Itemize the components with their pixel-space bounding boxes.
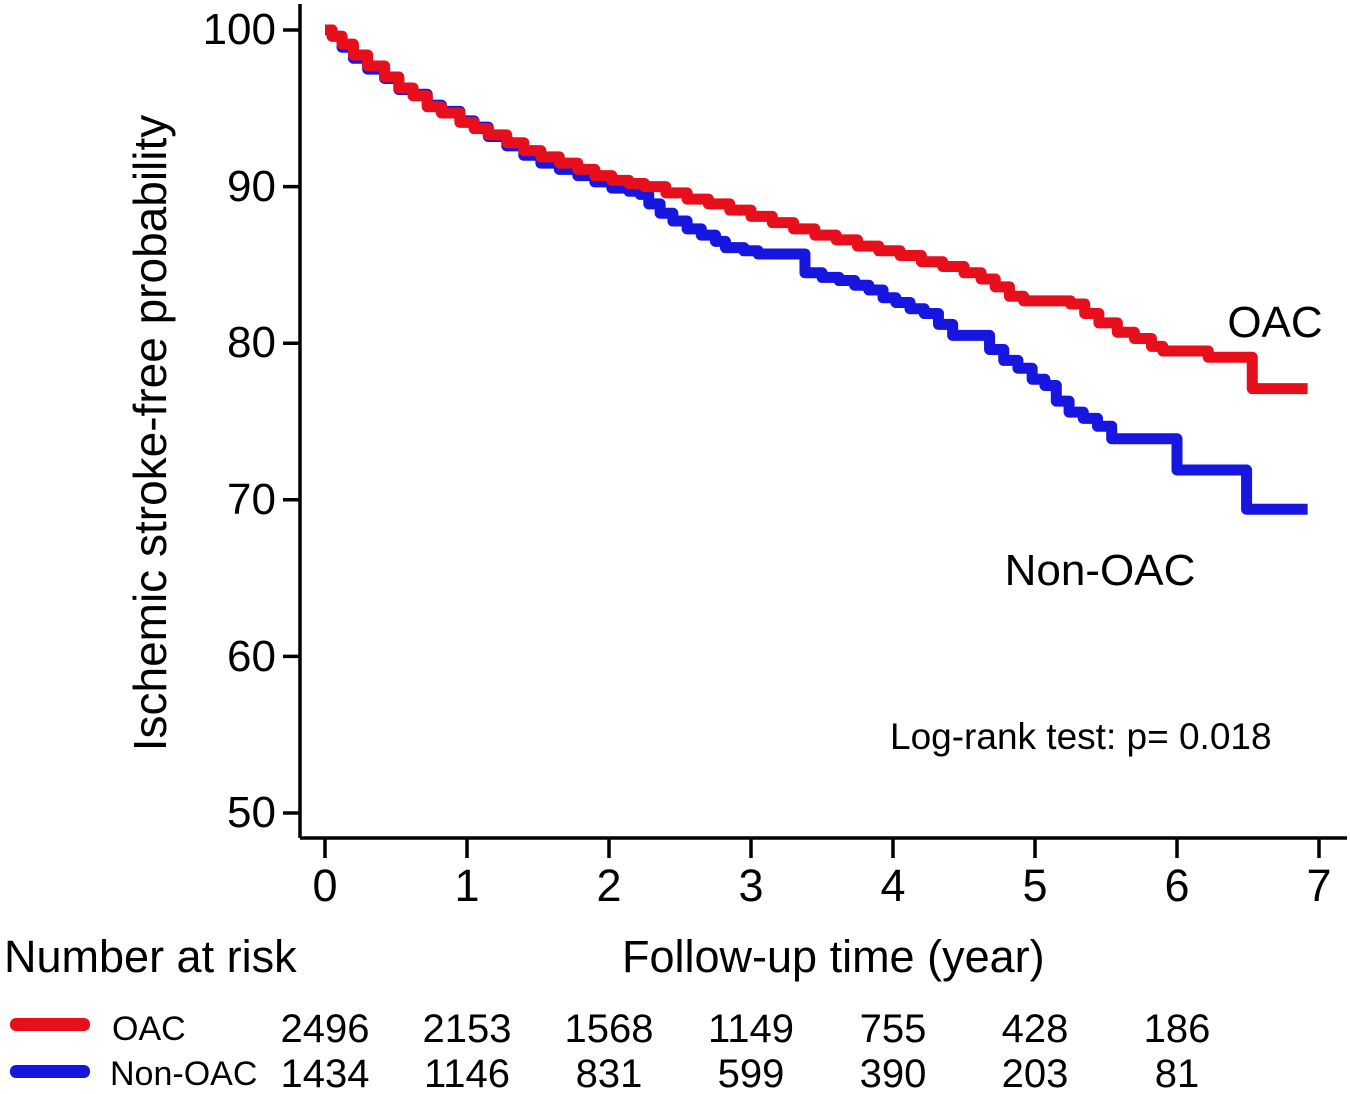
y-tick-label-50: 50	[227, 788, 276, 837]
y-tick-label-90: 90	[227, 162, 276, 211]
y-tick-label-60: 60	[227, 632, 276, 681]
legend-swatch-oac	[10, 1018, 90, 1031]
x-axis-title: Follow-up time (year)	[622, 931, 1045, 982]
risk-count-nonoac-5: 203	[1001, 1052, 1069, 1094]
legend-swatch-non-oac	[10, 1065, 90, 1078]
y-tick-label-70: 70	[227, 475, 276, 524]
risk-count-nonoac-4: 390	[859, 1052, 927, 1094]
y-tick-label-80: 80	[227, 318, 276, 367]
x-tick-label-1: 1	[454, 860, 480, 911]
risk-count-nonoac-2: 831	[575, 1052, 643, 1094]
y-axis-title: Ischemic stroke-free probability	[124, 114, 176, 752]
legend-label-oac: OAC	[112, 1010, 186, 1048]
series-label-oac: OAC	[1227, 298, 1323, 347]
legend-label-non-oac: Non-OAC	[110, 1055, 258, 1093]
risk-count-nonoac-3: 599	[717, 1052, 785, 1094]
y-tick-label-100: 100	[202, 5, 276, 54]
risk-count-oac-1: 2153	[422, 1007, 512, 1051]
risk-count-oac-6: 186	[1143, 1007, 1211, 1051]
x-tick-label-5: 5	[1022, 860, 1048, 911]
risk-count-nonoac-6: 81	[1154, 1052, 1200, 1094]
x-tick-label-6: 6	[1164, 860, 1190, 911]
risk-count-nonoac-1: 1146	[423, 1052, 510, 1094]
x-tick-label-4: 4	[880, 860, 906, 911]
log-rank-annotation: Log-rank test: p= 0.018	[890, 716, 1272, 757]
series-label-non-oac: Non-OAC	[1004, 546, 1196, 595]
x-tick-label-3: 3	[738, 860, 764, 911]
risk-table-title: Number at risk	[4, 931, 297, 982]
risk-count-nonoac-0: 1434	[280, 1052, 370, 1094]
x-tick-label-7: 7	[1306, 860, 1332, 911]
risk-count-oac-4: 755	[859, 1007, 927, 1051]
x-tick-label-0: 0	[312, 860, 338, 911]
risk-count-oac-0: 2496	[280, 1007, 370, 1051]
risk-count-oac-2: 1568	[564, 1007, 654, 1051]
risk-count-oac-5: 428	[1001, 1007, 1069, 1051]
x-tick-label-2: 2	[596, 860, 622, 911]
risk-count-oac-3: 1149	[707, 1007, 794, 1051]
